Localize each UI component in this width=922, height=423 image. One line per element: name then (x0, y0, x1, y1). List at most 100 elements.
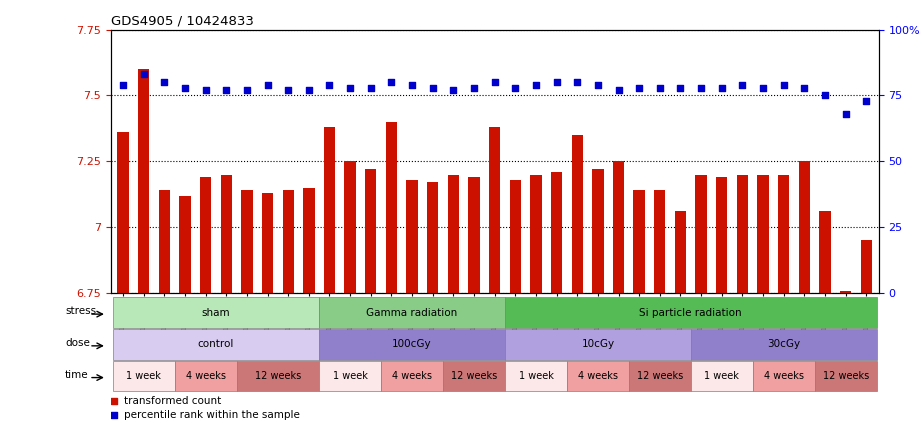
Bar (695, 175, 707, 293)
Bar (737, 175, 748, 293)
Bar (385, 122, 397, 293)
Point (756, 84, 771, 91)
Bar (629, 361, 691, 391)
Text: dose: dose (65, 338, 90, 348)
Text: 4 weeks: 4 weeks (392, 371, 432, 381)
Text: Si particle radiation: Si particle radiation (640, 308, 742, 318)
Bar (815, 361, 877, 391)
Point (528, 82, 543, 88)
Bar (262, 193, 273, 293)
Point (693, 84, 708, 91)
Point (240, 87, 254, 93)
Bar (716, 177, 727, 293)
Point (590, 82, 605, 88)
Bar (572, 135, 583, 293)
Point (367, 225, 382, 232)
Bar (691, 361, 752, 391)
Point (178, 84, 193, 91)
Text: 1 week: 1 week (704, 371, 739, 381)
Text: 1 week: 1 week (518, 371, 553, 381)
Bar (468, 177, 479, 293)
Point (281, 87, 296, 93)
Point (550, 79, 564, 86)
Bar (282, 190, 294, 293)
Point (405, 82, 420, 88)
Point (673, 84, 688, 91)
Bar (505, 329, 691, 360)
Text: transformed count: transformed count (124, 396, 220, 406)
Bar (505, 361, 567, 391)
Text: time: time (65, 370, 89, 379)
Point (653, 84, 668, 91)
Text: 4 weeks: 4 weeks (763, 371, 804, 381)
Bar (675, 212, 686, 293)
Bar (365, 169, 376, 293)
Point (157, 79, 171, 86)
Bar (112, 329, 319, 360)
Point (508, 84, 523, 91)
Bar (860, 240, 872, 293)
Bar (691, 329, 877, 360)
Point (715, 84, 729, 91)
Point (776, 82, 791, 88)
Bar (510, 180, 521, 293)
Point (115, 82, 130, 88)
Point (818, 92, 833, 99)
Text: 100cGy: 100cGy (392, 339, 431, 349)
Bar (757, 175, 769, 293)
Bar (820, 212, 831, 293)
Bar (551, 172, 562, 293)
Bar (840, 291, 851, 293)
Text: 4 weeks: 4 weeks (578, 371, 618, 381)
Bar (381, 361, 443, 391)
Point (797, 84, 811, 91)
Text: stress: stress (65, 306, 96, 316)
Point (859, 97, 874, 104)
Point (735, 82, 750, 88)
Bar (489, 127, 501, 293)
Bar (159, 190, 170, 293)
Point (343, 84, 358, 91)
Point (838, 110, 853, 117)
Text: percentile rank within the sample: percentile rank within the sample (124, 410, 300, 420)
Point (487, 79, 502, 86)
Bar (112, 361, 174, 391)
Point (136, 71, 151, 78)
Point (425, 84, 440, 91)
Bar (220, 175, 232, 293)
Bar (613, 161, 624, 293)
Text: 12 weeks: 12 weeks (637, 371, 683, 381)
Point (322, 82, 337, 88)
Text: Gamma radiation: Gamma radiation (366, 308, 457, 318)
Bar (319, 297, 505, 328)
Bar (427, 182, 438, 293)
Bar (407, 180, 418, 293)
Bar (303, 188, 314, 293)
Bar (237, 361, 319, 391)
Bar (530, 175, 541, 293)
Bar (448, 175, 459, 293)
Text: 1 week: 1 week (126, 371, 161, 381)
Bar (443, 361, 505, 391)
Bar (138, 69, 149, 293)
Point (467, 84, 481, 91)
Bar (112, 297, 319, 328)
Point (260, 82, 275, 88)
Point (446, 87, 461, 93)
Text: control: control (197, 339, 234, 349)
Bar (654, 190, 666, 293)
Text: 10cGy: 10cGy (581, 339, 614, 349)
Bar (242, 190, 253, 293)
Point (384, 79, 399, 86)
Text: 12 weeks: 12 weeks (254, 371, 301, 381)
Bar (798, 161, 810, 293)
Bar (567, 361, 629, 391)
Bar (505, 297, 877, 328)
Bar (319, 361, 381, 391)
Bar (174, 361, 237, 391)
Point (198, 87, 213, 93)
Text: GDS4905 / 10424833: GDS4905 / 10424833 (111, 14, 254, 27)
Bar (633, 190, 644, 293)
Bar (345, 161, 356, 293)
Text: 12 weeks: 12 weeks (451, 371, 497, 381)
